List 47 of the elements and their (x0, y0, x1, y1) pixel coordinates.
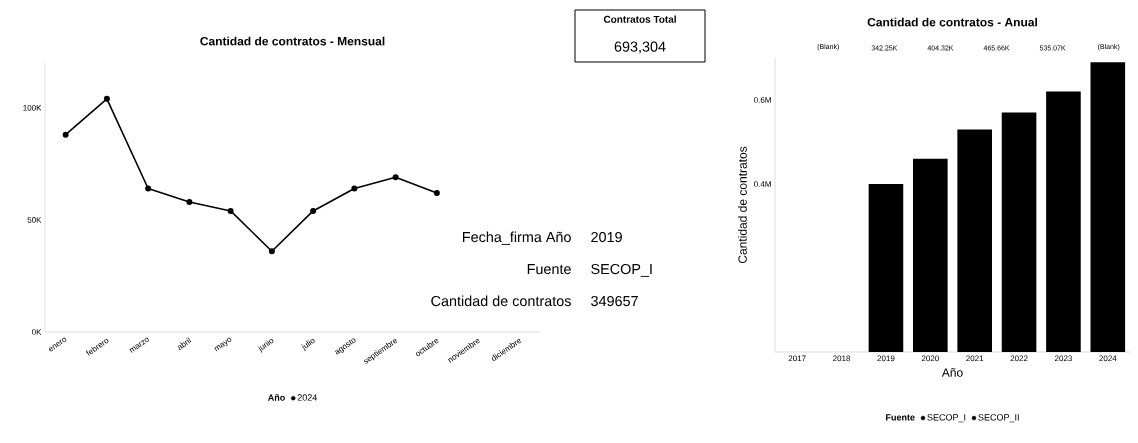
point (145, 185, 152, 192)
legend-label: 2024 (297, 394, 317, 401)
x-axis-title: Año (941, 368, 963, 377)
y-tick-label: 0.6M (754, 97, 771, 103)
text: Contratos Total (603, 15, 676, 23)
y-axis-title: Cantidad de contratos (738, 146, 747, 264)
x-tick-label: 2019 (877, 355, 895, 362)
text: 693,304 (614, 41, 666, 54)
point (227, 207, 234, 214)
y-tick-label: 50K (27, 217, 42, 223)
x-tick-label: 2024 (1099, 355, 1117, 362)
y-tick-label: 0K (32, 329, 42, 335)
chart-title: Cantidad de contratos - Anual (867, 17, 1037, 27)
x-tick-label: 2022 (1010, 355, 1028, 362)
y-tick-label: 100K (23, 104, 42, 111)
y-tick-label: 0.4M (754, 181, 771, 187)
annotation: Fecha_firma Año (463, 231, 571, 245)
legend-label: SECOP_II (978, 414, 1019, 423)
text: SECOP_I (591, 263, 652, 277)
point (392, 174, 399, 181)
x-tick-label: 2023 (1054, 355, 1072, 362)
annotation: Cantidad de contratos (431, 295, 571, 307)
text: 349657 (591, 295, 638, 307)
point (433, 190, 440, 197)
legend-label: SECOP_I (927, 414, 966, 423)
x-tick-label: 2017 (788, 355, 806, 362)
x-tick-label: 2021 (966, 355, 984, 362)
x-tick-label: julio (301, 339, 315, 352)
legend-title: Fuente (886, 414, 915, 421)
point (310, 207, 317, 214)
x-tick-label: abril (177, 337, 192, 350)
bar (1046, 91, 1081, 352)
point (351, 185, 358, 192)
x-tick-label: 2020 (921, 355, 939, 362)
point (103, 95, 110, 102)
legend-title: Año (267, 394, 285, 401)
chart-title: Cantidad de contratos - Mensual (200, 36, 385, 46)
text: 2019 (591, 231, 622, 243)
bar (957, 129, 992, 352)
bar (1001, 112, 1037, 352)
annotation: Fuente (527, 264, 571, 275)
x-tick-label: 2018 (833, 355, 851, 362)
point (268, 248, 275, 255)
point (186, 198, 193, 205)
bar (913, 158, 948, 352)
point (62, 131, 69, 138)
bar (1090, 62, 1126, 352)
